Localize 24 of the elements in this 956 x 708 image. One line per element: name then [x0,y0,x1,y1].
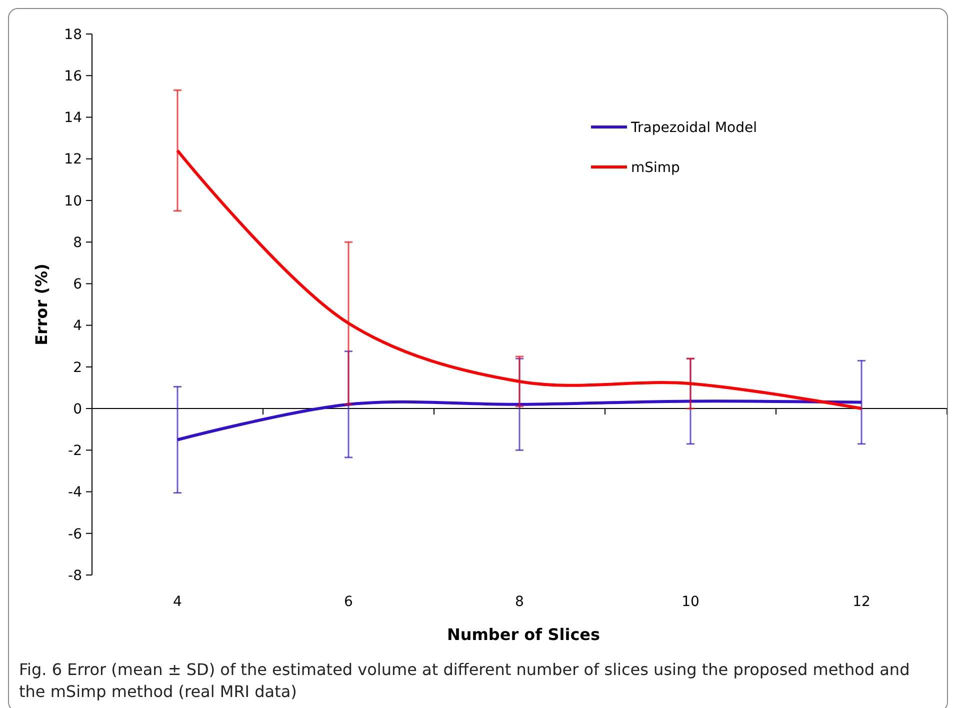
y-tick-label: -4 [68,484,82,501]
y-tick-label: 0 [73,401,82,418]
y-tick-label: -6 [68,526,82,542]
x-tick-label: 6 [344,594,354,610]
x-tick-label: 12 [852,594,870,610]
y-tick-label: 2 [73,360,82,376]
y-tick-label: 8 [73,234,82,251]
y-tick-label: 6 [73,276,82,293]
y-axis-title: Error (%) [32,264,51,346]
legend-label: mSimp [631,160,680,176]
legend-label: Trapezoidal Model [630,120,757,136]
y-tick-label: -2 [68,443,82,460]
caption: Fig. 6 Error (mean ± SD) of the estimated volume at different number of slices using the proposed method and the mSimp method (real MRI data) [18,659,911,703]
x-tick-label: 8 [515,594,524,610]
x-tick-label: 10 [682,594,700,610]
y-tick-label: 10 [64,193,82,210]
x-tick-label: 4 [173,594,182,610]
y-tick-label: 14 [64,110,82,126]
y-tick-label: 16 [64,68,82,85]
x-axis-title: Number of Slices [446,625,600,644]
y-tick-label: 12 [64,152,82,168]
y-tick-label: 4 [73,318,82,334]
y-tick-label: 18 [64,26,82,43]
y-tick-label: -8 [68,568,82,584]
